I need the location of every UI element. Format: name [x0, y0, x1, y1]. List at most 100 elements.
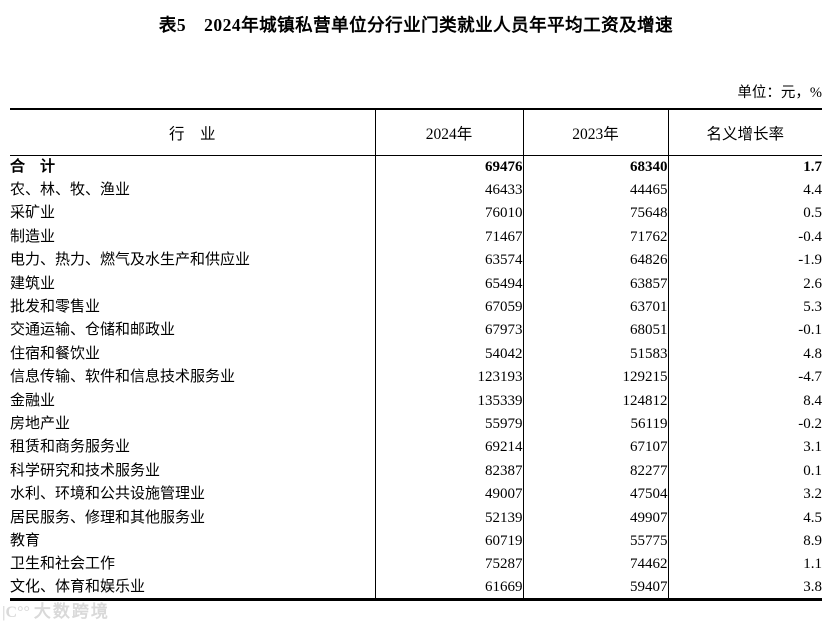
value-2024-cell: 67973	[374, 319, 523, 343]
table-row: 农、林、牧、渔业 46433 44465 4.4	[10, 178, 822, 203]
value-2024-cell: 69214	[374, 436, 523, 460]
table-row: 交通运输、仓储和邮政业 67973 68051 -0.1	[10, 319, 822, 343]
value-2023-cell: 44465	[522, 178, 668, 203]
industry-cell: 批发和零售业	[10, 299, 101, 316]
value-2024-cell: 61669	[374, 576, 523, 600]
table-row: 金融业 135339 124812 8.4	[10, 389, 822, 413]
value-2023-cell: 59407	[522, 576, 668, 600]
value-2024-cell: 60719	[374, 529, 523, 554]
growth-cell: 0.1	[667, 459, 822, 483]
value-2024-cell: 46433	[374, 178, 523, 203]
growth-cell: -0.1	[667, 319, 822, 343]
watermark-text: 大数跨境	[33, 602, 110, 621]
value-2023-cell: 51583	[522, 342, 668, 367]
value-2023-cell: 64826	[522, 249, 668, 273]
table-row: 采矿业 76010 75648 0.5	[10, 202, 822, 226]
value-2023-cell: 47504	[522, 482, 668, 507]
value-2023-cell: 63857	[522, 272, 668, 296]
industry-cell: 科学研究和技术服务业	[10, 462, 161, 479]
value-2023-cell: 129215	[522, 366, 668, 390]
watermark: |C°° 大数跨境	[2, 597, 110, 622]
table-row: 电力、热力、燃气及水生产和供应业 63574 64826 -1.9	[10, 249, 822, 273]
value-2024-cell: 123193	[374, 366, 523, 390]
value-2024-cell: 65494	[374, 272, 523, 296]
value-2023-cell: 74462	[522, 553, 668, 577]
growth-cell: 1.1	[667, 553, 822, 577]
industry-cell: 教育	[10, 532, 41, 549]
growth-cell: 4.4	[667, 178, 822, 203]
watermark-logo-icon: |C°°	[2, 604, 30, 621]
table-header: 行 业 2024年 2023年 名义增长率	[10, 109, 822, 156]
value-2023-cell: 75648	[522, 202, 668, 226]
value-2023-cell: 68340	[522, 155, 668, 179]
header-growth: 名义增长率	[667, 109, 822, 156]
value-2023-cell: 124812	[522, 389, 668, 413]
table-body: 合 计 69476 68340 1.7 农、林、牧、渔业 46433 44465 4.4 采矿业…	[10, 155, 822, 600]
industry-cell: 合 计	[10, 158, 56, 175]
table-row: 制造业 71467 71762 -0.4	[10, 225, 822, 250]
industry-cell: 水利、环境和公共设施管理业	[10, 486, 206, 503]
industry-cell: 交通运输、仓储和邮政业	[10, 322, 176, 339]
table-row: 卫生和社会工作 75287 74462 1.1	[10, 553, 822, 577]
growth-cell: 3.8	[667, 576, 822, 600]
value-2023-cell: 71762	[522, 225, 668, 250]
table-row: 科学研究和技术服务业 82387 82277 0.1	[10, 459, 822, 483]
growth-cell: -4.7	[667, 366, 822, 390]
table-row: 居民服务、修理和其他服务业 52139 49907 4.5	[10, 506, 822, 530]
value-2024-cell: 135339	[374, 389, 523, 413]
value-2024-cell: 67059	[374, 295, 523, 320]
growth-cell: 3.1	[667, 436, 822, 460]
table-row: 房地产业 55979 56119 -0.2	[10, 412, 822, 437]
value-2024-cell: 82387	[374, 459, 523, 483]
table-title: 表5 2024年城镇私营单位分行业门类就业人员年平均工资及增速	[158, 15, 674, 35]
industry-cell: 采矿业	[10, 205, 56, 222]
industry-cell: 建筑业	[10, 275, 56, 292]
header-2023: 2023年	[522, 109, 668, 156]
value-2024-cell: 49007	[374, 482, 523, 507]
value-2024-cell: 52139	[374, 506, 523, 530]
growth-cell: -1.9	[667, 249, 822, 273]
value-2023-cell: 63701	[522, 295, 668, 320]
table-row: 批发和零售业 67059 63701 5.3	[10, 295, 822, 320]
table-row: 建筑业 65494 63857 2.6	[10, 272, 822, 296]
growth-cell: 0.5	[667, 202, 822, 226]
industry-cell: 文化、体育和娱乐业	[10, 578, 146, 595]
table-row: 文化、体育和娱乐业 61669 59407 3.8	[10, 576, 822, 600]
table-row: 租赁和商务服务业 69214 67107 3.1	[10, 436, 822, 460]
growth-cell: 4.5	[667, 506, 822, 530]
industry-cell: 金融业	[10, 392, 56, 409]
value-2024-cell: 75287	[374, 553, 523, 577]
header-2024: 2024年	[374, 109, 523, 156]
table-row: 合 计 69476 68340 1.7	[10, 155, 822, 179]
growth-cell: 5.3	[667, 295, 822, 320]
value-2024-cell: 63574	[374, 249, 523, 273]
growth-cell: 4.8	[667, 342, 822, 367]
growth-cell: -0.2	[667, 412, 822, 437]
industry-cell: 农、林、牧、渔业	[10, 182, 131, 199]
industry-cell: 电力、热力、燃气及水生产和供应业	[10, 252, 251, 269]
header-row: 行 业 2024年 2023年 名义增长率	[10, 109, 822, 156]
industry-cell: 卫生和社会工作	[10, 556, 116, 573]
value-2024-cell: 54042	[374, 342, 523, 367]
value-2023-cell: 55775	[522, 529, 668, 554]
industry-cell: 信息传输、软件和信息技术服务业	[10, 369, 236, 386]
value-2024-cell: 69476	[374, 155, 523, 179]
value-2024-cell: 71467	[374, 225, 523, 250]
industry-cell: 制造业	[10, 228, 56, 245]
table-row: 信息传输、软件和信息技术服务业 123193 129215 -4.7	[10, 366, 822, 390]
unit-note: 单位：元，%	[737, 85, 822, 101]
value-2023-cell: 82277	[522, 459, 668, 483]
growth-cell: 8.4	[667, 389, 822, 413]
growth-cell: 8.9	[667, 529, 822, 554]
wage-table: 行 业 2024年 2023年 名义增长率 合 计 69476 68340 1.7 农、…	[10, 108, 822, 602]
industry-cell: 住宿和餐饮业	[10, 345, 101, 362]
value-2023-cell: 68051	[522, 319, 668, 343]
value-2024-cell: 55979	[374, 412, 523, 437]
growth-cell: 1.7	[667, 155, 822, 179]
industry-cell: 租赁和商务服务业	[10, 439, 131, 456]
industry-cell: 房地产业	[10, 415, 71, 432]
value-2024-cell: 76010	[374, 202, 523, 226]
header-industry: 行 业	[10, 109, 375, 156]
table-row: 水利、环境和公共设施管理业 49007 47504 3.2	[10, 482, 822, 507]
